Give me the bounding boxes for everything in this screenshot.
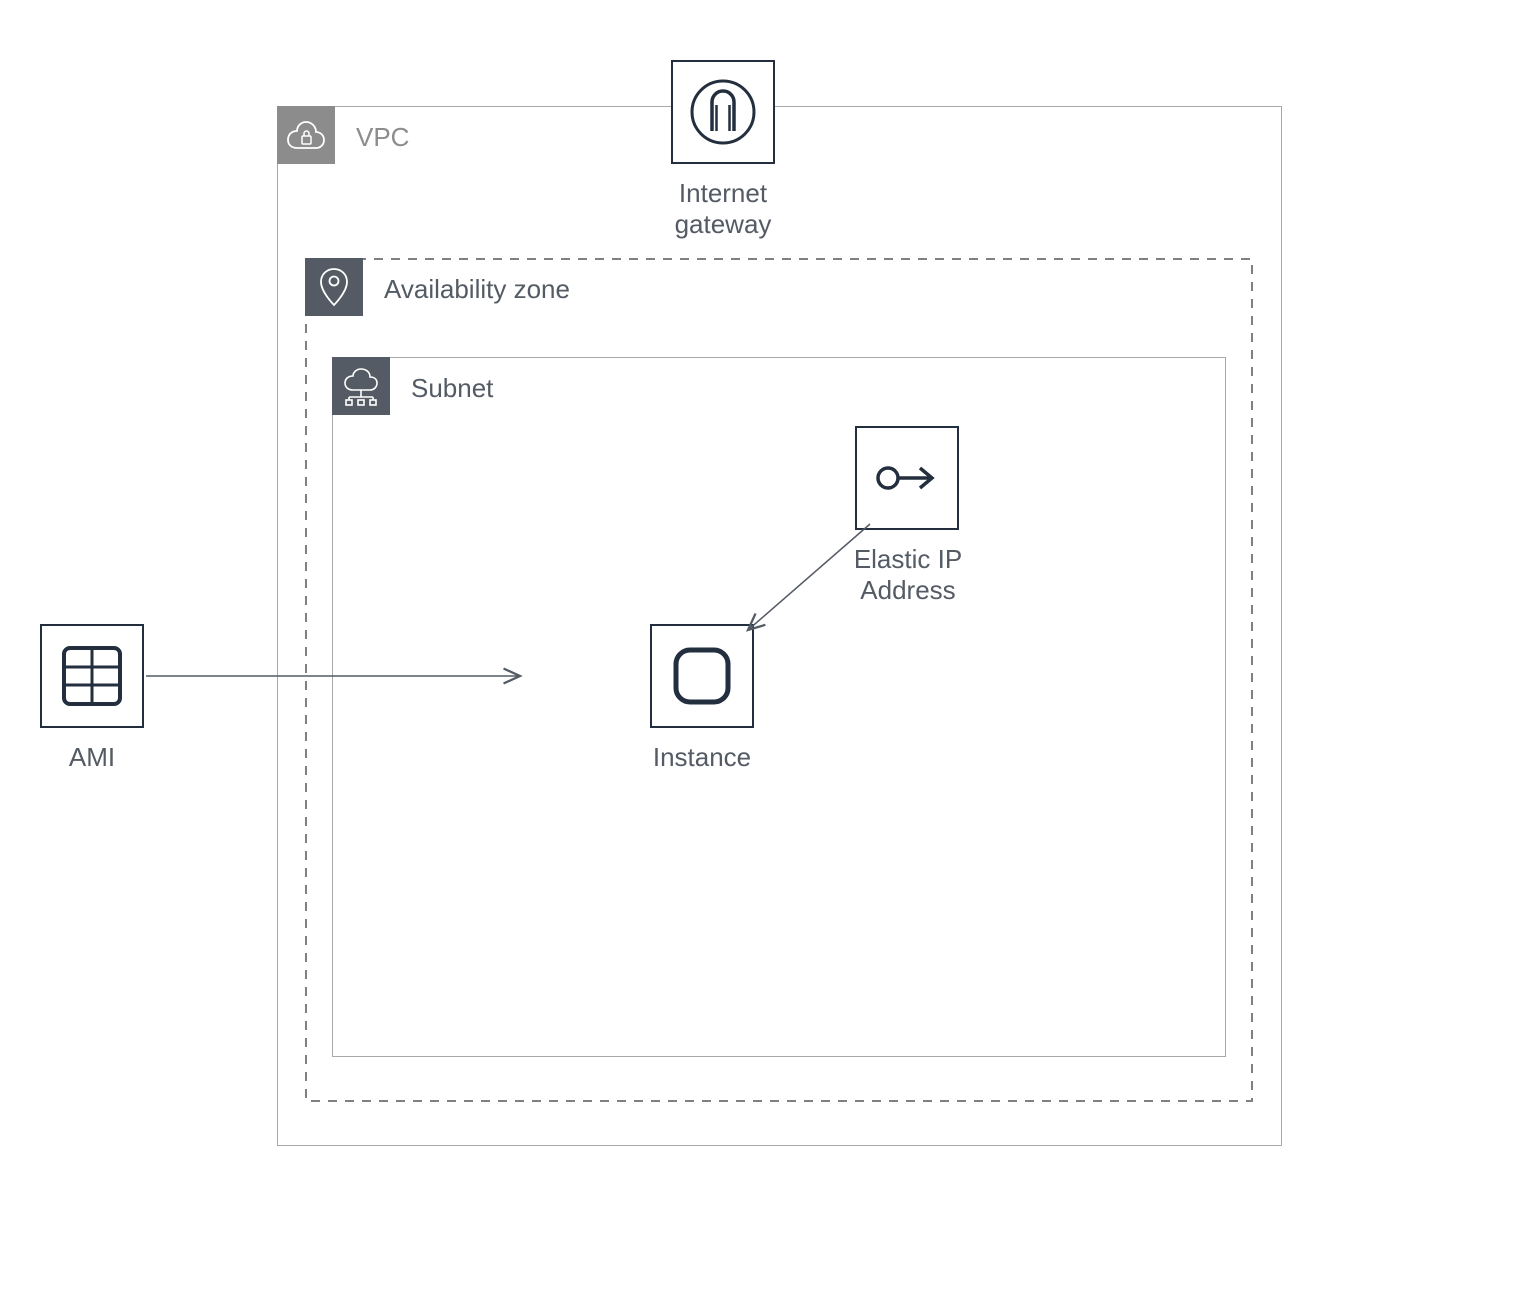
elastic-ip-node	[855, 426, 959, 530]
ami-icon	[56, 640, 128, 712]
ami-node	[40, 624, 144, 728]
cloud-lock-icon	[285, 119, 327, 151]
az-badge	[305, 258, 363, 316]
eip-label-line1: Elastic IP	[854, 544, 962, 574]
ami-label-line1: AMI	[69, 742, 115, 772]
pin-icon	[317, 266, 351, 308]
subnet-badge	[332, 357, 390, 415]
subnet-container	[332, 357, 1226, 1057]
instance-label-line1: Instance	[653, 742, 751, 772]
instance-node	[650, 624, 754, 728]
ami-label: AMI	[52, 742, 132, 773]
eip-icon	[870, 456, 944, 500]
vpc-label: VPC	[356, 122, 409, 153]
igw-label-line2: gateway	[675, 209, 772, 239]
az-label: Availability zone	[384, 274, 570, 305]
instance-label: Instance	[632, 742, 772, 773]
eip-label: Elastic IP Address	[838, 544, 978, 606]
igw-icon	[686, 75, 760, 149]
architecture-diagram: VPC Availability zone Subnet	[0, 0, 1527, 1290]
instance-icon	[669, 643, 735, 709]
subnet-label: Subnet	[411, 373, 493, 404]
eip-label-line2: Address	[860, 575, 955, 605]
internet-gateway-node	[671, 60, 775, 164]
igw-label: Internet gateway	[631, 178, 815, 240]
cloud-net-icon	[340, 366, 382, 406]
vpc-badge	[277, 106, 335, 164]
igw-label-line1: Internet	[679, 178, 767, 208]
